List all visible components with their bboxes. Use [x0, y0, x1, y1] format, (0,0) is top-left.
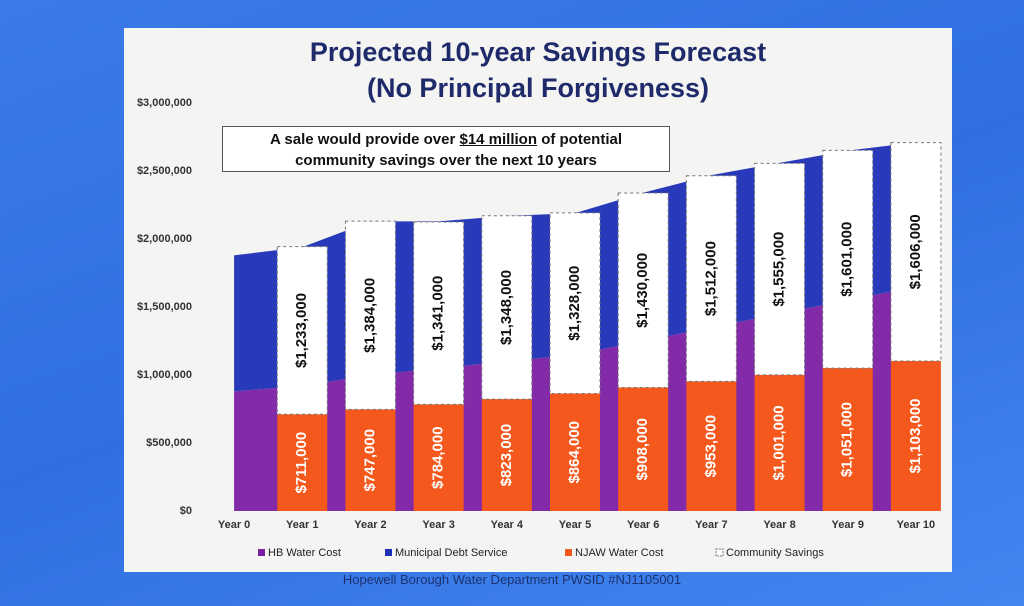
y-tick-label: $1,000,000 [137, 369, 192, 381]
bar [617, 192, 669, 389]
data-label: $1,384,000 [361, 278, 378, 353]
y-tick-label: $3,000,000 [137, 97, 192, 109]
bar [549, 212, 601, 394]
x-tick-label: Year 3 [422, 519, 454, 531]
x-tick-label: Year 1 [286, 519, 318, 531]
data-label: $1,001,000 [771, 405, 788, 480]
legend-label: Community Savings [726, 547, 824, 559]
bar [822, 149, 874, 369]
data-label: $1,430,000 [634, 253, 651, 328]
data-label: $823,000 [498, 424, 515, 487]
y-tick-label: $1,500,000 [137, 301, 192, 313]
x-tick-label: Year 7 [695, 519, 727, 531]
x-tick-label: Year 4 [491, 519, 524, 531]
data-label: $1,555,000 [771, 232, 788, 307]
data-label: $784,000 [430, 426, 447, 489]
bar [754, 374, 805, 511]
legend-label: HB Water Cost [268, 547, 341, 559]
x-tick-label: Year 9 [832, 519, 864, 531]
footer: Hopewell Borough Water Department PWSID … [342, 572, 682, 587]
bar [481, 399, 532, 511]
annotation-text: community savings over the next 10 years [295, 152, 597, 169]
legend-swatch [258, 549, 265, 556]
bar [822, 368, 873, 511]
bar [413, 221, 465, 405]
bar [890, 360, 941, 511]
data-label: $1,328,000 [566, 266, 583, 341]
bar [413, 404, 464, 511]
bar [345, 409, 396, 511]
data-label: $1,233,000 [293, 293, 310, 368]
data-label: $747,000 [361, 429, 378, 492]
bar [481, 215, 533, 400]
data-label: $908,000 [634, 418, 651, 481]
x-tick-label: Year 6 [627, 519, 659, 531]
data-label: $1,341,000 [430, 276, 447, 351]
legend-label: NJAW Water Cost [575, 547, 663, 559]
x-tick-label: Year 2 [354, 519, 386, 531]
annotation: A sale would provide over $14 million of… [222, 126, 670, 172]
data-label: $1,051,000 [839, 402, 856, 477]
data-label: $953,000 [702, 415, 719, 478]
x-tick-label: Year 5 [559, 519, 591, 531]
x-tick-label: Year 0 [218, 519, 250, 531]
x-tick-label: Year 10 [897, 519, 936, 531]
bar [277, 414, 328, 511]
y-tick-label: $0 [180, 505, 192, 517]
legend-swatch [565, 549, 572, 556]
bar [686, 381, 737, 511]
y-tick-label: $2,000,000 [137, 233, 192, 245]
bar [276, 246, 328, 415]
data-label: $1,103,000 [907, 398, 924, 473]
bar [685, 175, 737, 382]
data-label: $1,512,000 [702, 241, 719, 316]
data-label: $1,348,000 [498, 270, 515, 345]
legend-swatch [385, 549, 392, 556]
annotation-text: A sale would provide over [269, 131, 456, 148]
data-label: $1,601,000 [839, 222, 856, 297]
legend-swatch [715, 548, 724, 557]
title-line: (No Principal Forgiveness) [366, 73, 710, 103]
bar [344, 220, 396, 410]
x-tick-label: Year 8 [763, 519, 795, 531]
chart-title: Projected 10-year Savings Forecast (No P… [124, 34, 952, 106]
y-tick-label: $500,000 [146, 437, 192, 449]
bar [618, 387, 669, 511]
annotation-text: of potential [541, 131, 623, 148]
legend-label: Municipal Debt Service [395, 547, 508, 559]
title-line: Projected 10-year Savings Forecast [309, 37, 767, 67]
y-tick-label: $2,500,000 [137, 165, 192, 177]
bar [890, 142, 942, 362]
data-label: $1,606,000 [907, 214, 924, 289]
bar [754, 162, 806, 376]
bar [550, 393, 600, 511]
data-label: $711,000 [293, 432, 310, 494]
annotation-emphasis: $14 million [459, 131, 538, 148]
data-label: $864,000 [566, 421, 583, 484]
